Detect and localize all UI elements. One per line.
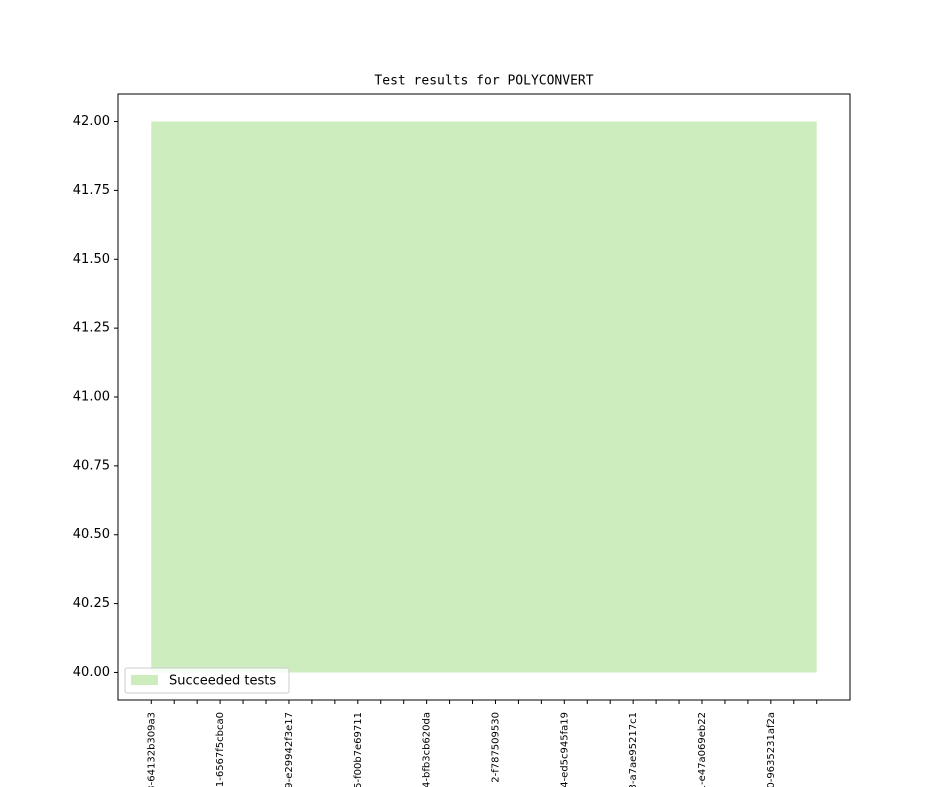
x-tick-label: 3-a7ae95217c1 xyxy=(628,712,639,787)
x-tick-label: 4-bfb3cb620da xyxy=(422,712,433,787)
x-tick-label: 3-64132b309a3 xyxy=(146,712,157,787)
x-tick-label: 4-ed5c945fa19 xyxy=(559,712,570,787)
y-tick-label: 40.75 xyxy=(73,458,110,473)
area xyxy=(151,121,817,673)
legend: Succeeded tests xyxy=(124,667,290,694)
y-tick-label: 41.00 xyxy=(73,390,110,405)
x-tick-label: 5-f00b7e69711 xyxy=(353,712,364,787)
x-tick-label: 1-6567f5cbca0 xyxy=(215,712,226,787)
y-tick-label: 41.50 xyxy=(73,252,110,267)
x-tick-label: 9-e29942f3e17 xyxy=(284,712,295,787)
legend-frame xyxy=(124,667,290,694)
y-tick-label: 40.00 xyxy=(73,665,110,680)
y-tick-label: 41.25 xyxy=(73,321,110,336)
y-tick-label: 40.50 xyxy=(73,527,110,542)
legend-label: Succeeded tests xyxy=(169,674,276,689)
x-tick-label: 0-9635231af2a xyxy=(766,712,777,787)
chart-title: Test results for POLYCONVERT xyxy=(374,74,593,89)
y-tick-label: 41.75 xyxy=(73,183,110,198)
x-tick-label: 2-f787509530 xyxy=(490,712,501,783)
legend-swatch xyxy=(131,675,158,685)
y-tick-label: 40.25 xyxy=(73,596,110,611)
x-tick-label: 1-e47a069eb22 xyxy=(697,712,708,787)
y-tick-label: 42.00 xyxy=(73,114,110,129)
